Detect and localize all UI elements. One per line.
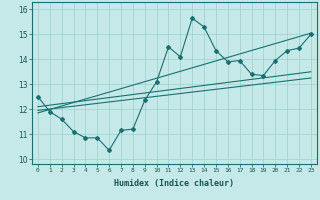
X-axis label: Humidex (Indice chaleur): Humidex (Indice chaleur) xyxy=(115,179,234,188)
